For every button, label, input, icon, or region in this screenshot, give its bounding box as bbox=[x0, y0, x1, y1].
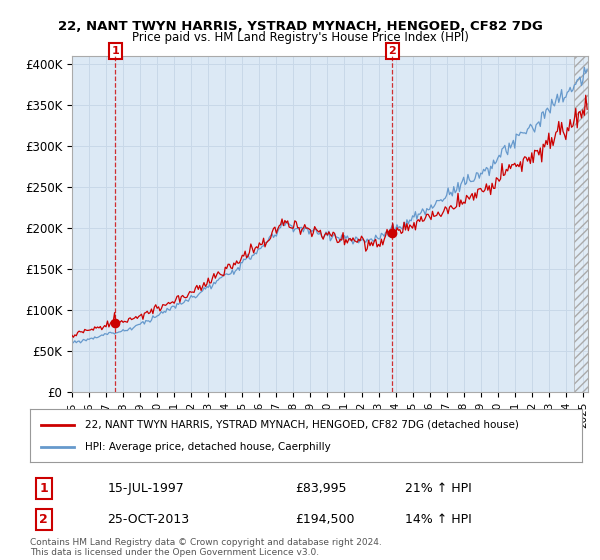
Text: £83,995: £83,995 bbox=[295, 482, 346, 495]
Text: 15-JUL-1997: 15-JUL-1997 bbox=[107, 482, 184, 495]
Text: 1: 1 bbox=[112, 46, 119, 56]
Text: 21% ↑ HPI: 21% ↑ HPI bbox=[406, 482, 472, 495]
Text: HPI: Average price, detached house, Caerphilly: HPI: Average price, detached house, Caer… bbox=[85, 442, 331, 452]
Bar bbox=[574, 56, 596, 392]
Text: 25-OCT-2013: 25-OCT-2013 bbox=[107, 513, 190, 526]
Text: 22, NANT TWYN HARRIS, YSTRAD MYNACH, HENGOED, CF82 7DG (detached house): 22, NANT TWYN HARRIS, YSTRAD MYNACH, HEN… bbox=[85, 420, 519, 430]
Text: 22, NANT TWYN HARRIS, YSTRAD MYNACH, HENGOED, CF82 7DG: 22, NANT TWYN HARRIS, YSTRAD MYNACH, HEN… bbox=[58, 20, 542, 32]
Text: 14% ↑ HPI: 14% ↑ HPI bbox=[406, 513, 472, 526]
Text: £194,500: £194,500 bbox=[295, 513, 355, 526]
Text: 2: 2 bbox=[388, 46, 396, 56]
Text: Contains HM Land Registry data © Crown copyright and database right 2024.
This d: Contains HM Land Registry data © Crown c… bbox=[30, 538, 382, 557]
Text: 1: 1 bbox=[40, 482, 48, 495]
Text: Price paid vs. HM Land Registry's House Price Index (HPI): Price paid vs. HM Land Registry's House … bbox=[131, 31, 469, 44]
Text: 2: 2 bbox=[40, 513, 48, 526]
